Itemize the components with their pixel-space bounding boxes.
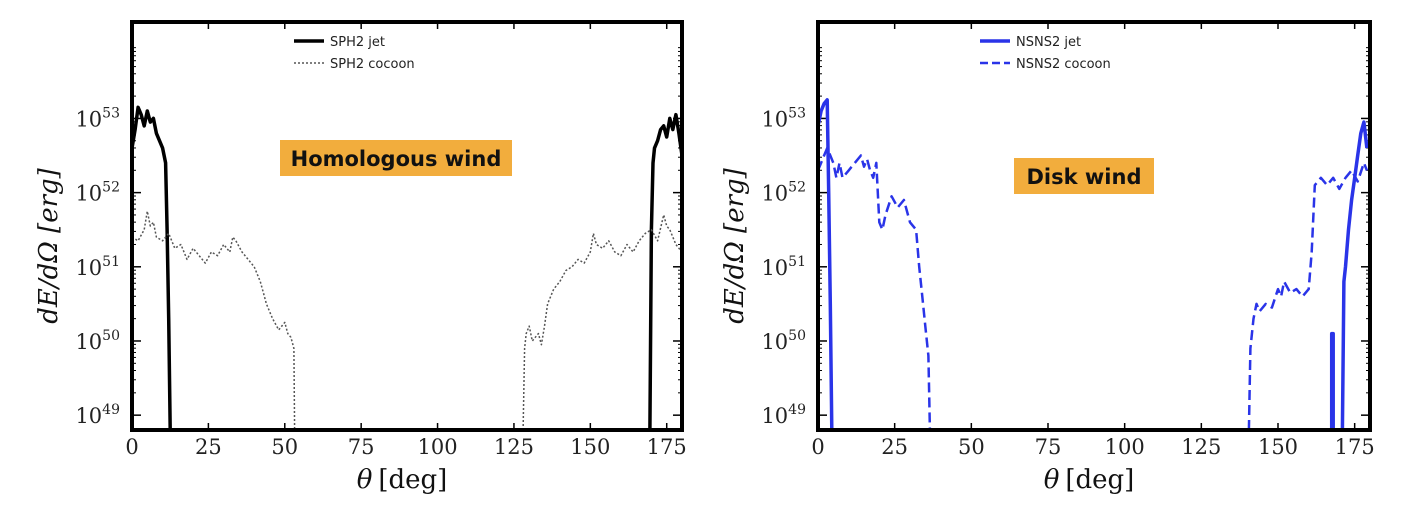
y-tick-label: 1053 [75,105,120,131]
y-tick-label: 1051 [75,254,120,280]
legend-label: NSNS2 jet [1016,35,1081,50]
y-tick-base: 10 [75,256,102,280]
y-tick-base: 10 [75,107,102,131]
y-tick-exponent: 50 [788,328,806,344]
plot-frame [130,20,684,432]
x-tick-label: 100 [1105,435,1145,459]
y-tick-base: 10 [761,256,788,280]
y-tick-exponent: 51 [102,254,120,270]
y-tick-label: 1053 [761,105,806,131]
x-tick-label: 0 [125,435,138,459]
x-tick-label: 125 [494,435,534,459]
x-tick-label: 75 [348,435,375,459]
right-chart-panel: 0 25 50 75 100 125 150 17510491050105110521053N… [720,20,1375,495]
x-tick-label: 175 [647,435,687,459]
annotation-label: Disk wind [1027,165,1142,189]
x-axis-unit: [deg] [1065,465,1134,495]
y-tick-exponent: 50 [102,328,120,344]
y-tick-base: 10 [75,182,102,206]
y-tick-exponent: 49 [788,402,806,418]
x-axis-label: θ [deg] [1044,465,1135,495]
y-tick-label: 1049 [761,402,806,428]
series-line-nsns2-jet [818,98,834,430]
y-tick-label: 1050 [75,328,120,354]
y-tick-base: 10 [761,182,788,206]
y-tick-base: 10 [75,404,102,428]
y-tick-exponent: 52 [788,180,806,196]
x-axis-unit: [deg] [378,465,447,495]
y-axis-label: dE/dΩ [erg] [720,167,750,323]
x-axis-symbol: θ [1044,465,1060,495]
plot-frame [816,20,1372,432]
x-axis-label: θ [deg] [357,465,448,495]
y-axis-label: dE/dΩ [erg] [34,167,64,323]
annotation-box [1014,158,1154,194]
legend-label: SPH2 cocoon [330,57,415,72]
x-tick-label: 100 [418,435,458,459]
series-line-sph2-jet [132,105,172,430]
y-tick-exponent: 53 [102,105,120,121]
y-tick-exponent: 53 [788,105,806,121]
x-tick-label: 175 [1335,435,1375,459]
series-line-nsns2-jet [1329,331,1335,430]
y-tick-exponent: 49 [102,402,120,418]
annotation-box [280,140,512,176]
y-tick-label: 1052 [761,180,806,206]
x-tick-label: 25 [195,435,222,459]
legend: SPH2 jet SPH2 cocoon [294,35,415,72]
y-tick-base: 10 [75,330,102,354]
x-tick-label: 150 [570,435,610,459]
y-tick-label: 1051 [761,254,806,280]
x-tick-label: 150 [1258,435,1298,459]
x-tick-label: 25 [881,435,908,459]
y-tick-exponent: 51 [788,254,806,270]
left-chart-panel: 0 25 50 75 100 125 150 17510491050105110521053S… [34,20,687,495]
annotation-label: Homologous wind [291,147,502,171]
y-tick-base: 10 [761,404,788,428]
y-tick-exponent: 52 [102,180,120,196]
x-tick-label: 0 [811,435,824,459]
x-tick-label: 50 [958,435,985,459]
series-line-nsns2-jet [1340,120,1369,430]
x-tick-label: 75 [1035,435,1062,459]
y-tick-base: 10 [761,330,788,354]
y-tick-label: 1049 [75,402,120,428]
legend: NSNS2 jet NSNS2 cocoon [980,35,1111,72]
series-line-nsns2-cocoon [1247,161,1369,430]
x-tick-label: 50 [271,435,298,459]
series-line-nsns2-cocoon [818,146,932,430]
x-axis-symbol: θ [357,465,373,495]
x-tick-label: 125 [1181,435,1221,459]
y-tick-base: 10 [761,107,788,131]
y-tick-label: 1050 [761,328,806,354]
y-tick-label: 1052 [75,180,120,206]
series-line-sph2-cocoon [132,210,296,430]
legend-label: NSNS2 cocoon [1016,57,1111,72]
legend-label: SPH2 jet [330,35,385,50]
series-line-sph2-jet [648,112,682,430]
series-line-sph2-cocoon [522,214,682,430]
